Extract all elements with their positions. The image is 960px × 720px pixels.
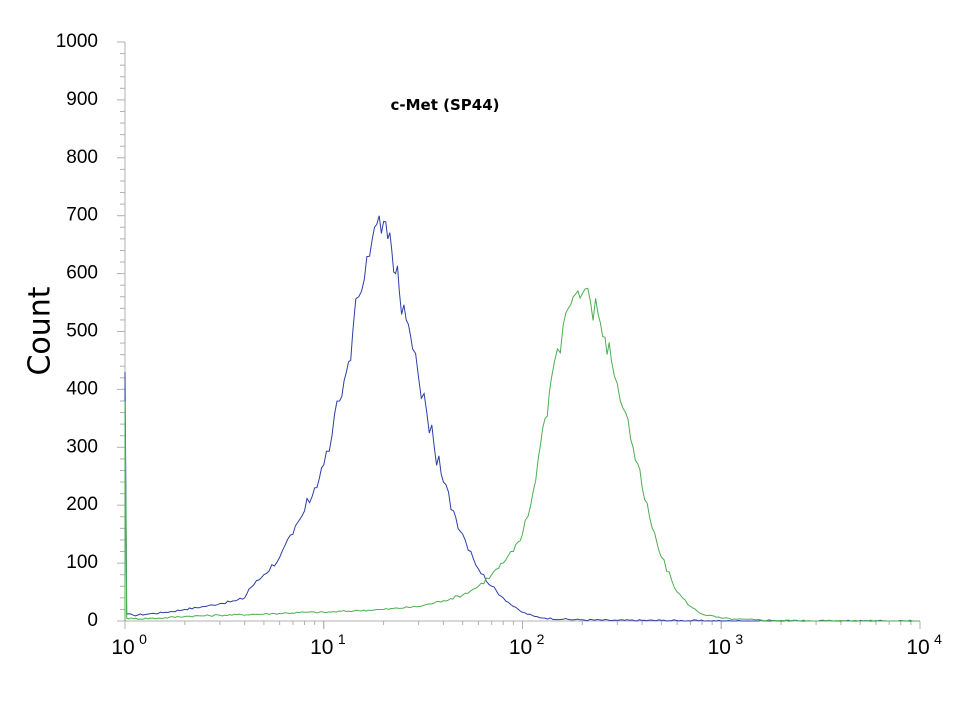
x-tick-label: 10 2 <box>509 631 545 659</box>
y-tick-label: 0 <box>87 610 98 631</box>
y-tick-label: 500 <box>66 321 98 342</box>
x-tick-exponent: 1 <box>338 631 346 647</box>
y-minor-ticks <box>117 41 125 622</box>
series-0-line <box>124 215 920 622</box>
x-tick-label: 10 1 <box>310 631 346 659</box>
x-tick-exponent: 3 <box>735 631 743 647</box>
y-tick-labels: 0 100 200 300 400 500 600 700 800 900 1000 <box>56 31 98 631</box>
x-tick-exponent: 2 <box>537 631 545 647</box>
y-tick-label: 200 <box>66 494 98 515</box>
x-tick-label: 10 3 <box>708 631 744 659</box>
y-tick-label: 900 <box>66 89 98 110</box>
x-tick-exponent: 4 <box>934 631 942 647</box>
y-tick-label: 800 <box>66 147 98 168</box>
x-tick-labels: 10 0 10 1 10 2 10 3 10 4 <box>111 631 942 659</box>
x-tick-base: 10 <box>906 636 929 659</box>
x-tick-label: 10 0 <box>111 631 147 659</box>
y-tick-label: 700 <box>66 205 98 226</box>
x-tick-label: 10 4 <box>906 631 942 659</box>
series-1-line <box>124 287 920 622</box>
y-tick-label: 1000 <box>56 31 98 52</box>
series-layer <box>124 215 920 622</box>
x-minor-ticks <box>124 621 921 629</box>
x-tick-base: 10 <box>111 636 134 659</box>
x-tick-exponent: 0 <box>139 631 147 647</box>
x-tick-base: 10 <box>310 636 333 659</box>
x-tick-base: 10 <box>509 636 532 659</box>
y-tick-label: 400 <box>66 378 98 399</box>
y-tick-label: 300 <box>66 436 98 457</box>
x-tick-base: 10 <box>708 636 731 659</box>
y-axis-label: Count <box>23 286 58 375</box>
y-tick-label: 600 <box>66 263 98 284</box>
chart-title: c-Met (SP44) <box>391 96 500 114</box>
y-tick-label: 100 <box>66 552 98 573</box>
